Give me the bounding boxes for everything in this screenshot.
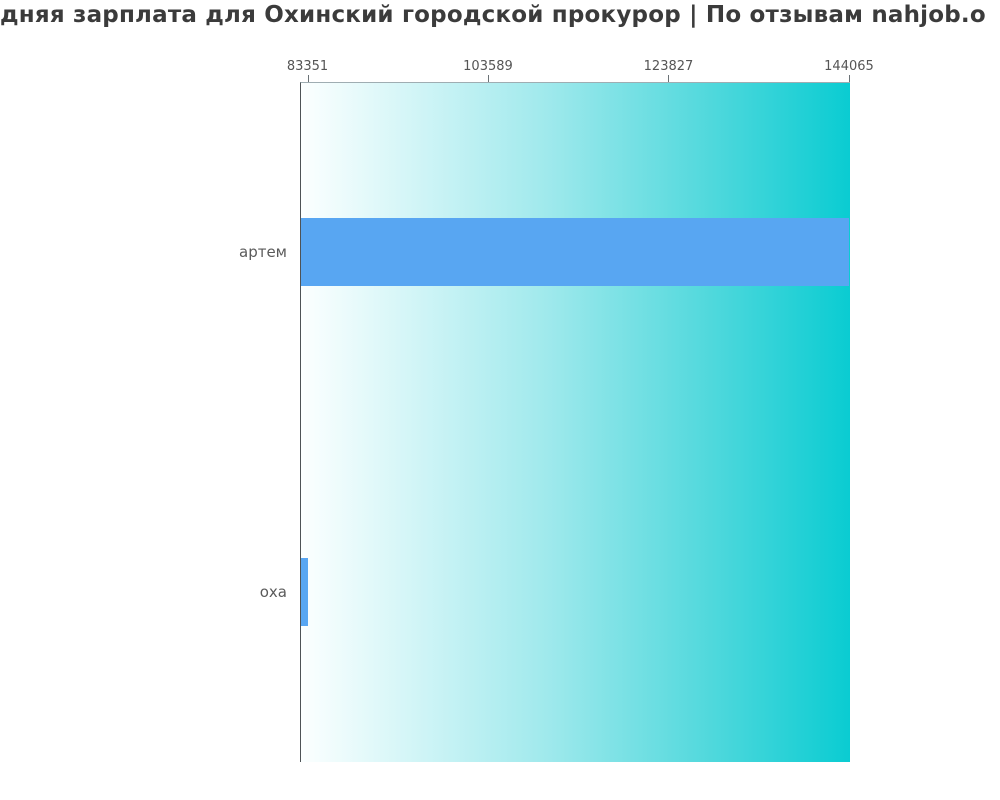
bar-артем <box>301 218 849 286</box>
x-tick-mark <box>307 75 309 82</box>
x-tick-label: 83351 <box>286 59 329 74</box>
x-tick-label: 144065 <box>824 59 874 74</box>
x-tick-mark <box>848 75 850 82</box>
x-tick-label: 103589 <box>463 59 513 74</box>
plot-area <box>300 82 850 762</box>
bar-оха <box>301 558 308 626</box>
x-tick-mark <box>668 75 670 82</box>
x-tick-label: 123827 <box>643 59 694 74</box>
y-category-label: оха <box>259 583 287 601</box>
x-tick-mark <box>487 75 489 82</box>
y-category-label: артем <box>239 243 287 261</box>
chart-title: дняя зарплата для Охинский городской про… <box>0 2 986 28</box>
